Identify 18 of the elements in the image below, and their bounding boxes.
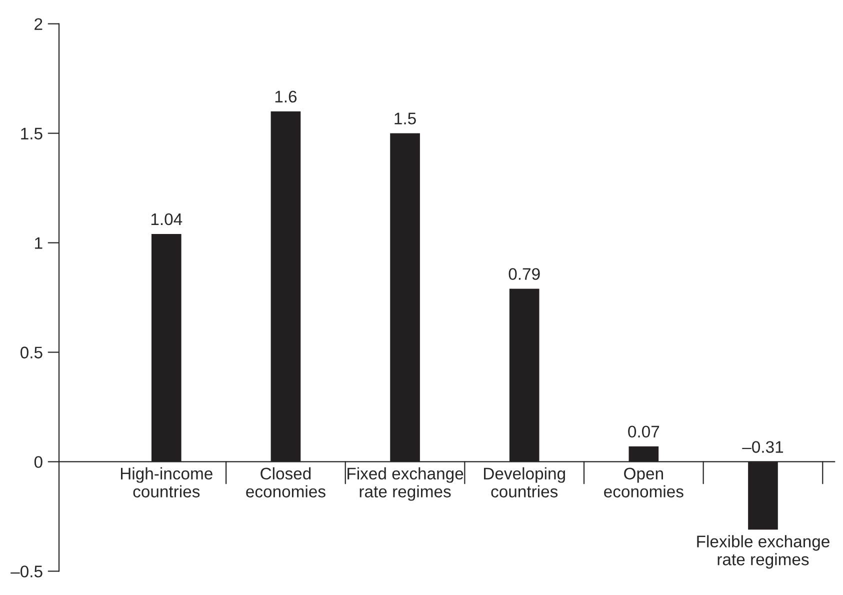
x-tick-label: High-income countries — [120, 467, 212, 498]
x-tick-label: Developing countries — [484, 467, 565, 498]
x-tick-label: Flexible exchange rate regimes — [697, 535, 830, 569]
data-label: 0.79 — [508, 268, 540, 280]
y-tick-label: 1 — [35, 237, 42, 249]
y-tick-label: 2 — [34, 18, 42, 30]
y-tick-label: 0.5 — [20, 346, 42, 358]
x-tick-label: Closed economies — [246, 467, 326, 498]
y-tick-label: 1.5 — [21, 128, 42, 140]
y-tick-label: 0 — [34, 456, 42, 468]
data-label: 1.04 — [151, 213, 182, 226]
data-label: 1.5 — [394, 112, 416, 124]
x-tick-label: Fixed exchange rate regimes — [348, 467, 464, 501]
data-label: 0.07 — [628, 426, 660, 438]
y-tick-label: –0.5 — [10, 566, 42, 578]
data-label: 1.6 — [275, 90, 297, 103]
data-label: –0.31 — [742, 441, 784, 453]
x-tick-label: Open economies — [604, 468, 684, 498]
